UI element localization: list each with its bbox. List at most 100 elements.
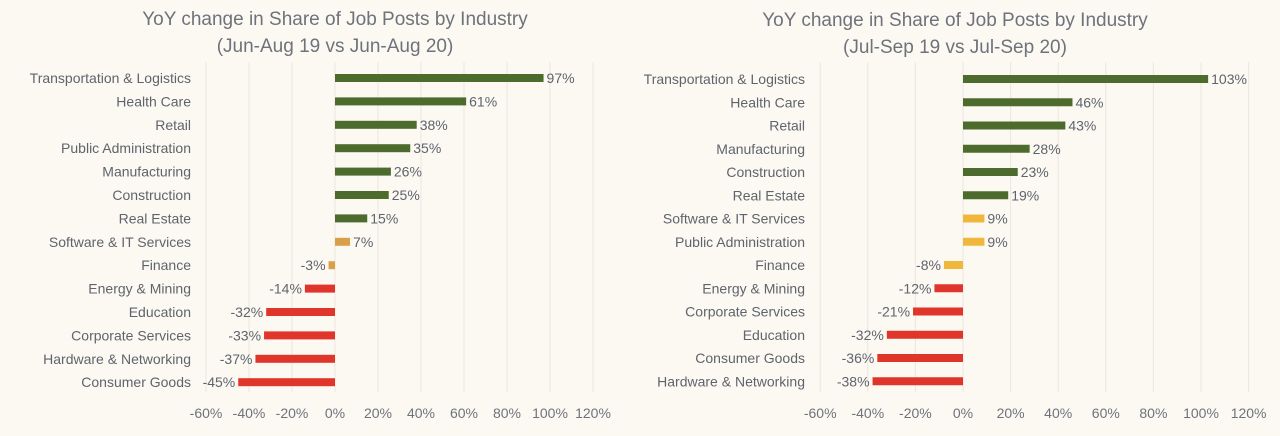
bar: [963, 144, 1030, 153]
category-label: Transportation & Logistics: [644, 71, 805, 87]
chart-title: YoY change in Share of Job Posts by Indu…: [762, 10, 1148, 31]
data-label: -8%: [916, 257, 941, 273]
data-label: 23%: [1021, 164, 1049, 180]
category-label: Software & IT Services: [49, 234, 191, 250]
bar: [335, 74, 544, 82]
data-label: -38%: [837, 373, 870, 389]
data-label: -36%: [842, 350, 875, 366]
x-tick-label: -60%: [804, 405, 837, 421]
x-tick-label: 80%: [493, 405, 521, 421]
bar: [963, 237, 985, 246]
data-label: 97%: [547, 70, 575, 86]
data-label: -32%: [231, 304, 264, 320]
x-tick-label: 60%: [1092, 405, 1120, 421]
bar: [335, 214, 368, 223]
data-label: 9%: [987, 234, 1007, 250]
x-tick-label: -20%: [276, 405, 309, 421]
bar: [335, 191, 389, 199]
bar: [963, 121, 1066, 130]
chart-subtitle: (Jun-Aug 19 vs Jun-Aug 20): [217, 36, 454, 57]
bar: [886, 330, 963, 339]
category-label: Finance: [141, 257, 191, 273]
data-label: 46%: [1075, 94, 1103, 110]
data-label: -32%: [851, 327, 884, 343]
x-tick-label: 40%: [1044, 405, 1072, 421]
category-label: Retail: [155, 117, 191, 133]
bar: [264, 331, 335, 340]
category-label: Finance: [755, 257, 805, 273]
data-label: 28%: [1033, 141, 1061, 157]
x-tick-label: 0%: [953, 405, 973, 421]
bar: [335, 237, 351, 246]
category-label: Consumer Goods: [695, 350, 805, 366]
data-label: -14%: [269, 281, 302, 297]
category-label: Education: [743, 327, 805, 343]
bar: [238, 378, 335, 387]
category-label: Retail: [769, 118, 805, 134]
bar: [963, 191, 1009, 200]
data-label: 9%: [987, 211, 1007, 227]
bar: [934, 284, 963, 293]
data-label: -45%: [203, 374, 236, 390]
bar: [255, 354, 335, 363]
data-label: -33%: [228, 327, 261, 343]
data-label: 35%: [413, 140, 441, 156]
category-label: Software & IT Services: [663, 211, 805, 227]
category-label: Construction: [112, 187, 191, 203]
category-label: Real Estate: [119, 210, 192, 226]
data-label: 25%: [392, 187, 420, 203]
bar: [963, 214, 985, 223]
category-label: Consumer Goods: [81, 374, 191, 390]
category-label: Health Care: [116, 93, 191, 109]
data-label: -37%: [220, 351, 253, 367]
chart-1: YoY change in Share of Job Posts by Indu…: [30, 9, 611, 421]
x-tick-label: -20%: [899, 405, 932, 421]
bar: [963, 168, 1018, 176]
bar: [877, 354, 963, 362]
category-label: Construction: [726, 164, 805, 180]
bar: [963, 75, 1209, 83]
category-label: Hardware & Networking: [657, 373, 805, 389]
category-label: Corporate Services: [71, 327, 191, 343]
category-label: Corporate Services: [685, 304, 805, 320]
data-label: -12%: [899, 280, 932, 296]
bar: [943, 261, 963, 269]
x-tick-label: -40%: [233, 405, 266, 421]
x-tick-label: 0%: [325, 405, 345, 421]
x-tick-label: -60%: [190, 405, 223, 421]
bar: [335, 120, 417, 129]
data-label: 19%: [1011, 187, 1039, 203]
bar: [335, 97, 467, 106]
bar: [872, 377, 963, 386]
category-label: Public Administration: [61, 140, 191, 156]
data-label: 7%: [353, 234, 373, 250]
x-tick-label: 40%: [407, 405, 435, 421]
category-label: Energy & Mining: [88, 281, 191, 297]
data-label: 61%: [469, 93, 497, 109]
bar: [335, 144, 411, 153]
x-tick-label: 120%: [575, 405, 611, 421]
x-tick-label: 20%: [997, 405, 1025, 421]
chart-2: YoY change in Share of Job Posts by Indu…: [644, 10, 1267, 421]
bar: [328, 261, 335, 270]
data-label: 103%: [1211, 71, 1247, 87]
data-label: 15%: [370, 210, 398, 226]
data-label: 43%: [1068, 118, 1096, 134]
category-label: Public Administration: [675, 234, 805, 250]
x-tick-label: -40%: [851, 405, 884, 421]
category-label: Hardware & Networking: [43, 351, 191, 367]
bar: [913, 307, 963, 316]
x-tick-label: 100%: [1183, 405, 1219, 421]
category-label: Transportation & Logistics: [30, 70, 191, 86]
bar: [963, 98, 1073, 107]
category-label: Manufacturing: [102, 164, 191, 180]
category-label: Real Estate: [733, 187, 806, 203]
x-tick-label: 100%: [532, 405, 568, 421]
category-label: Energy & Mining: [702, 280, 805, 296]
category-label: Manufacturing: [716, 141, 805, 157]
data-label: -3%: [301, 257, 326, 273]
category-label: Health Care: [730, 94, 805, 110]
bar: [335, 167, 391, 176]
chart-subtitle: (Jul-Sep 19 vs Jul-Sep 20): [843, 37, 1067, 58]
